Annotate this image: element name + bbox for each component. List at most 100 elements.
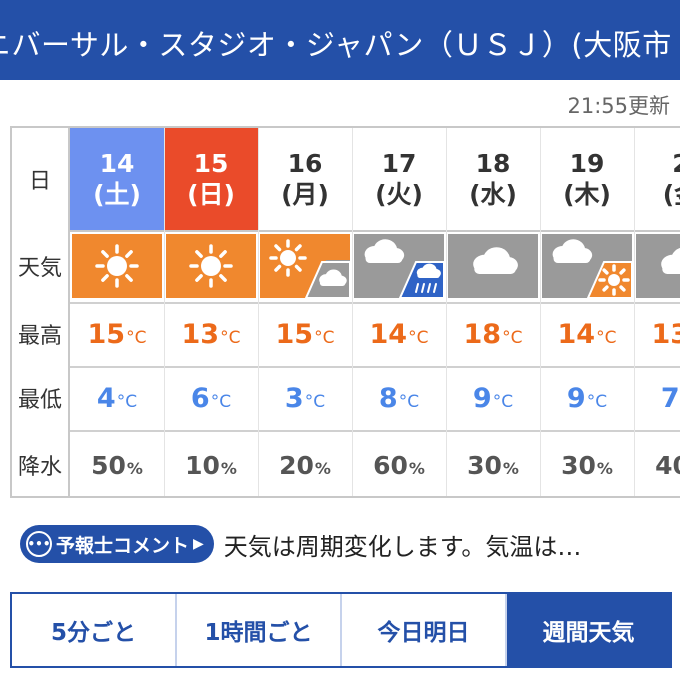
cloudy-then-sunny-icon [542, 234, 632, 298]
precip-cell: 10% [164, 430, 258, 496]
updated-time: 21:55更新 [567, 94, 670, 118]
column-divider [540, 430, 541, 496]
tab-today-tomorrow[interactable]: 今日明日 [342, 594, 507, 666]
precip-cell: 30% [446, 430, 540, 496]
low-temp-cell: 8°C [352, 366, 446, 430]
day-date: 19 [569, 148, 605, 178]
column-divider [352, 366, 353, 430]
precip-chance: 10% [185, 451, 237, 480]
day-cell: 2(金 [634, 128, 680, 230]
column-divider [258, 366, 259, 430]
precip-value: 40 [655, 450, 680, 480]
low-temp: 9°C [567, 383, 607, 414]
precip-cell: 50% [70, 430, 164, 496]
precip-cell: 60% [352, 430, 446, 496]
column-divider [446, 430, 447, 496]
column-divider [634, 302, 635, 366]
column-divider [634, 366, 635, 430]
day-date: 2 [672, 148, 680, 179]
tab-label: 5分ごと [50, 620, 136, 646]
low-temp-cell: 9°C [446, 366, 540, 430]
low-temp: 9°C [473, 383, 513, 414]
column-divider [540, 128, 541, 230]
day-weekday: (月) [281, 180, 329, 209]
day-weekday: (火) [375, 180, 423, 209]
temp-unit: °C [586, 391, 608, 412]
precip-row: 降水 50%10%20%60%30%30%40% [12, 430, 680, 496]
row-label-precip: 降水 [12, 430, 70, 496]
tab-label: 週間天気 [542, 620, 635, 646]
temp-unit: °C [304, 391, 326, 412]
low-temp: 4°C [97, 383, 137, 414]
precip-chance: 30% [467, 451, 519, 480]
weather-row: 天気 [12, 230, 680, 304]
forecaster-comment-label: 予報士コメント [56, 534, 190, 557]
row-label-high: 最高 [12, 302, 70, 366]
tab-label: 今日明日 [377, 620, 470, 646]
high-temp: 15°C [276, 319, 335, 350]
tab-weekly[interactable]: 週間天気 [507, 594, 670, 666]
row-label-weather: 天気 [12, 230, 70, 302]
temp-unit: °C [116, 391, 138, 412]
location-header: ニバーサル・スタジオ・ジャパン（ＵＳＪ）(大阪市 [0, 0, 680, 80]
high-temp: 13°C [182, 319, 241, 350]
column-divider [352, 128, 353, 230]
precip-chance: 40% [655, 451, 680, 480]
low-temp-cell: 6°C [164, 366, 258, 430]
low-temp-cell: 4°C [70, 366, 164, 430]
tab-hourly[interactable]: 1時間ごと [177, 594, 342, 666]
low-temp-cell: 7°C [634, 366, 680, 430]
precip-chance: 60% [373, 451, 425, 480]
forecast-tabs: 5分ごと 1時間ごと 今日明日 週間天気 [10, 592, 672, 668]
weather-cell [258, 230, 352, 302]
forecaster-comment-text[interactable]: 天気は周期変化します。気温は… [223, 532, 582, 561]
precip-value: 50 [91, 450, 126, 480]
column-divider [164, 302, 165, 366]
precip-chance: 20% [279, 451, 331, 480]
temp-unit: °C [210, 391, 232, 412]
day-weekday: (土) [93, 180, 141, 209]
high-temp-cell: 13°C [164, 302, 258, 366]
high-temp-cell: 14°C [352, 302, 446, 366]
precip-chance: 30% [561, 451, 613, 480]
high-temp-cell: 18°C [446, 302, 540, 366]
sunny-icon [72, 234, 162, 298]
day-date: 16 [287, 148, 323, 178]
precip-value: 10 [185, 450, 220, 480]
high-temp: 18°C [464, 319, 523, 350]
precip-value: 30 [561, 450, 596, 480]
forecaster-comment-button[interactable]: ••• 予報士コメント ▶ [20, 525, 214, 563]
column-divider [634, 430, 635, 496]
temp-unit: °C [314, 327, 335, 348]
column-divider [540, 302, 541, 366]
day-date: 14 [99, 148, 135, 178]
low-temp-value: 9 [472, 382, 492, 414]
weather-cell [634, 230, 680, 302]
temp-unit: °C [596, 327, 617, 348]
pct-unit: % [220, 458, 237, 478]
precip-cell: 30% [540, 430, 634, 496]
column-divider [634, 128, 635, 230]
precip-value: 60 [373, 450, 408, 480]
tab-5min[interactable]: 5分ごと [12, 594, 177, 666]
precip-value: 30 [467, 450, 502, 480]
low-temp-value: 8 [378, 382, 398, 414]
column-divider [540, 366, 541, 430]
high-temp-row: 最高 15°C13°C15°C14°C18°C14°C13°C [12, 302, 680, 368]
pct-unit: % [502, 458, 519, 478]
temp-unit: °C [220, 327, 241, 348]
high-temp-value: 13 [181, 318, 220, 350]
low-temp: 6°C [191, 383, 231, 414]
weather-cell [540, 230, 634, 302]
weekly-forecast-table: 日 14(土)15(日)16(月)17(火)18(水)19(木)2(金 天気 [10, 126, 680, 498]
row-label-low: 最低 [12, 366, 70, 430]
row-label-day: 日 [12, 128, 70, 230]
column-divider [352, 230, 353, 302]
pct-unit: % [408, 458, 425, 478]
high-temp-cell: 14°C [540, 302, 634, 366]
column-divider [164, 230, 165, 302]
cloudy-icon [448, 234, 538, 298]
column-divider [540, 230, 541, 302]
day-cell: 18 (水) [446, 128, 540, 230]
day-cell: 19 (木) [540, 128, 634, 230]
